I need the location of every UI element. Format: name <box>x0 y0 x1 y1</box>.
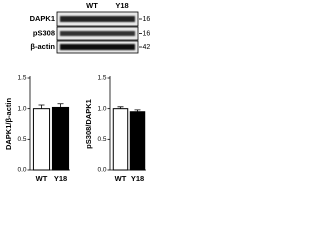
bar <box>51 106 70 171</box>
figure: WT Y18 DAPK1 pS308 β-actin 160 160 42 0.… <box>4 1 151 183</box>
mw-label: 42 <box>143 44 151 51</box>
bar <box>112 108 129 171</box>
y-tick-label: 1.0 <box>97 105 106 112</box>
error-bar <box>57 103 64 108</box>
bar <box>129 111 146 171</box>
lane-label: Y18 <box>115 1 128 10</box>
error-bar <box>117 106 124 109</box>
y-tick-label: 1.5 <box>17 75 26 82</box>
x-tick-label: WT <box>36 174 48 183</box>
x-tick-label: Y18 <box>131 174 144 183</box>
error-bar <box>38 104 45 109</box>
error-bar <box>134 109 141 112</box>
mw-label: 160 <box>143 16 151 23</box>
blot <box>56 11 139 54</box>
y-tick-label: 1.5 <box>97 75 106 82</box>
x-tick-label: WT <box>115 174 127 183</box>
mw-label: 160 <box>143 30 151 37</box>
y-tick-label: 0.0 <box>17 167 26 174</box>
row-label: β-actin <box>30 42 55 51</box>
x-tick-label: Y18 <box>54 174 67 183</box>
y-tick-label: 0.0 <box>97 167 106 174</box>
row-label: pS308 <box>33 28 55 37</box>
y-tick-label: 0.5 <box>17 136 26 143</box>
y-tick-label: 0.5 <box>97 136 106 143</box>
row-label: DAPK1 <box>30 14 55 23</box>
y-tick-label: 1.0 <box>17 105 26 112</box>
y-axis-label: DAPK1/β-actin <box>4 98 13 151</box>
band <box>60 31 135 36</box>
band <box>60 16 135 22</box>
y-axis-label: pS308/DAPK1 <box>84 99 93 149</box>
lane-label: WT <box>86 1 98 10</box>
bar <box>32 108 51 171</box>
band <box>60 44 135 50</box>
